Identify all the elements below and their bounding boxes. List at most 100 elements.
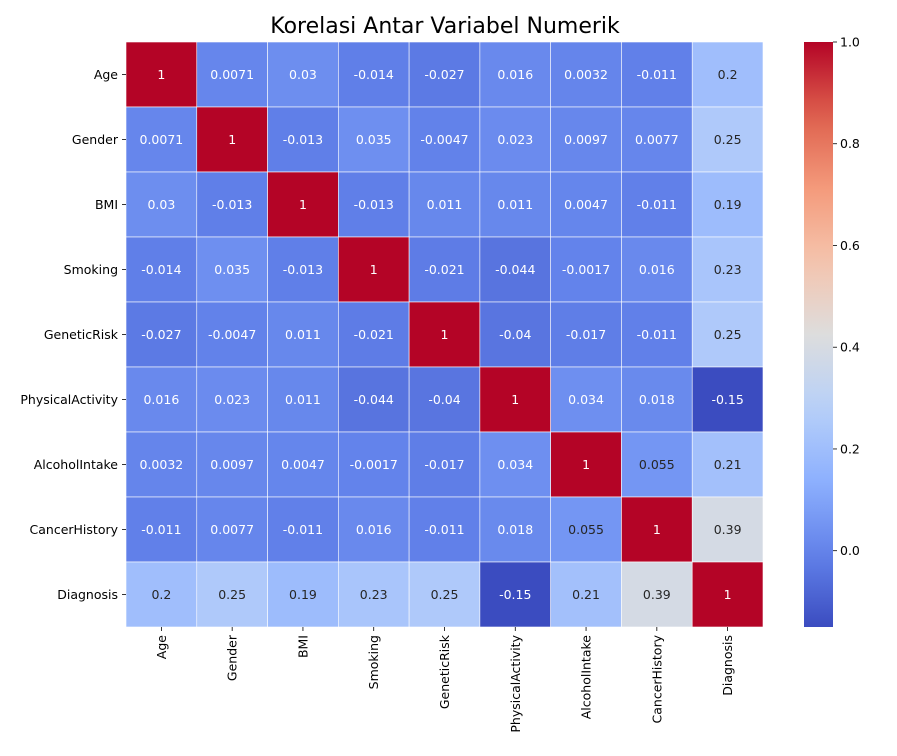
- heatmap-cell: [267, 366, 339, 433]
- cell-value-label: -0.0047: [420, 132, 468, 147]
- heatmap-cell: [338, 496, 410, 563]
- heatmap-cell: [125, 236, 198, 303]
- heatmap-cell: [408, 171, 481, 238]
- row-tick-label: Smoking: [64, 262, 118, 277]
- cell-value-label: 0.018: [639, 392, 675, 407]
- cell-value-label: -0.044: [495, 262, 535, 277]
- cell-value-label: 0.034: [497, 457, 533, 472]
- heatmap-cell: [621, 41, 693, 108]
- cell-value-label: -0.027: [424, 67, 464, 82]
- heatmap-cell: [267, 431, 339, 498]
- colorbar-tick-label: 1.0: [840, 35, 860, 50]
- cell-value-label: 0.03: [289, 67, 317, 82]
- cell-value-label: 1: [582, 457, 590, 472]
- heatmap-cell: [125, 431, 198, 498]
- row-tick-label: CancerHistory: [30, 522, 119, 537]
- column-tick-label: CancerHistory: [649, 634, 664, 723]
- cell-value-label: -0.15: [711, 392, 743, 407]
- row-tick-label: AlcoholIntake: [34, 457, 119, 472]
- cell-value-label: -0.15: [499, 587, 531, 602]
- heatmap-cell: [621, 431, 693, 498]
- cell-value-label: 0.03: [147, 197, 175, 212]
- row-tick-label: BMI: [95, 197, 118, 212]
- colorbar-tick-label: 0.4: [840, 340, 860, 355]
- heatmap-cell: [267, 301, 339, 368]
- cell-value-label: 1: [653, 522, 661, 537]
- column-tick-label: Diagnosis: [720, 635, 735, 696]
- heatmap-cell: [621, 366, 693, 433]
- cell-value-label: 0.035: [356, 132, 392, 147]
- cell-value-label: 0.055: [639, 457, 675, 472]
- heatmap-cell: [479, 561, 551, 628]
- row-tick-label: Diagnosis: [57, 587, 118, 602]
- row-tick-label: GeneticRisk: [44, 327, 119, 342]
- heatmap-cell: [408, 431, 481, 498]
- cell-value-label: 0.19: [714, 197, 742, 212]
- cell-value-label: 0.011: [497, 197, 533, 212]
- heatmap-cell: [125, 106, 198, 173]
- heatmap-cell: [691, 301, 764, 368]
- heatmap-cell: [338, 171, 410, 238]
- colorbar-gradient: [804, 42, 833, 627]
- heatmap-cell: [621, 106, 693, 173]
- row-tick-label: PhysicalActivity: [20, 392, 118, 407]
- column-tick-label: Gender: [225, 634, 240, 681]
- heatmap-cells: 1 0.0071 0.03 -0.014 -0.027 0.016 0.0032 -0.011…: [125, 41, 764, 628]
- cell-value-label: -0.044: [354, 392, 394, 407]
- cell-value-label: 0.19: [289, 587, 317, 602]
- cell-value-label: 1: [511, 392, 519, 407]
- cell-value-label: -0.011: [283, 522, 323, 537]
- heatmap-cell: [125, 366, 198, 433]
- heatmap-cell: [267, 496, 339, 563]
- heatmap-cell: [267, 41, 339, 108]
- cell-value-label: -0.013: [212, 197, 252, 212]
- cell-value-label: 0.0047: [281, 457, 325, 472]
- cell-value-label: 0.016: [356, 522, 392, 537]
- cell-value-label: 0.016: [143, 392, 179, 407]
- cell-value-label: 0.0071: [210, 67, 254, 82]
- cell-value-label: -0.0017: [350, 457, 398, 472]
- column-tick-label: Smoking: [366, 635, 381, 689]
- heatmap-cell: [196, 41, 268, 108]
- colorbar-tick-label: 0.8: [840, 136, 860, 151]
- heatmap-cell: [408, 496, 481, 563]
- heatmap-cell: [196, 301, 268, 368]
- row-tick-labels: Age Gender BMI Smoking GeneticRisk PhysicalAc…: [20, 67, 126, 602]
- cell-value-label: 0.0047: [564, 197, 608, 212]
- heatmap-cell: [691, 171, 764, 238]
- heatmap-cell: [408, 366, 481, 433]
- heatmap-cell: [196, 171, 268, 238]
- column-tick-labels: Age Gender BMI Smoking GeneticRisk PhysicalAc…: [154, 627, 735, 733]
- heatmap-cell: [196, 431, 268, 498]
- heatmap-cell: [338, 301, 410, 368]
- cell-value-label: 0.25: [714, 132, 742, 147]
- heatmap-cell: [125, 171, 198, 238]
- cell-value-label: -0.011: [424, 522, 464, 537]
- cell-value-label: 0.016: [497, 67, 533, 82]
- cell-value-label: 0.023: [214, 392, 250, 407]
- heatmap-cell: [408, 106, 481, 173]
- colorbar-tick-label: 0.0: [840, 543, 860, 558]
- cell-value-label: 0.018: [497, 522, 533, 537]
- heatmap-cell: [550, 301, 622, 368]
- cell-value-label: 0.023: [497, 132, 533, 147]
- cell-value-label: 0.0032: [564, 67, 608, 82]
- cell-value-label: -0.011: [637, 197, 677, 212]
- heatmap-cell: [125, 301, 198, 368]
- column-tick-label: Age: [154, 635, 169, 659]
- heatmap-cell: [408, 561, 481, 628]
- cell-value-label: -0.0017: [562, 262, 610, 277]
- cell-value-label: 0.25: [431, 587, 459, 602]
- cell-value-label: -0.011: [141, 522, 181, 537]
- heatmap-cell: [691, 496, 764, 563]
- heatmap-cell: [196, 561, 268, 628]
- cell-value-label: 0.016: [639, 262, 675, 277]
- cell-value-label: 1: [441, 327, 449, 342]
- cell-value-label: -0.011: [637, 67, 677, 82]
- cell-value-label: 1: [228, 132, 236, 147]
- cell-value-label: 0.21: [572, 587, 600, 602]
- cell-value-label: 0.035: [214, 262, 250, 277]
- heatmap-cell: [550, 496, 622, 563]
- cell-value-label: 0.011: [285, 392, 321, 407]
